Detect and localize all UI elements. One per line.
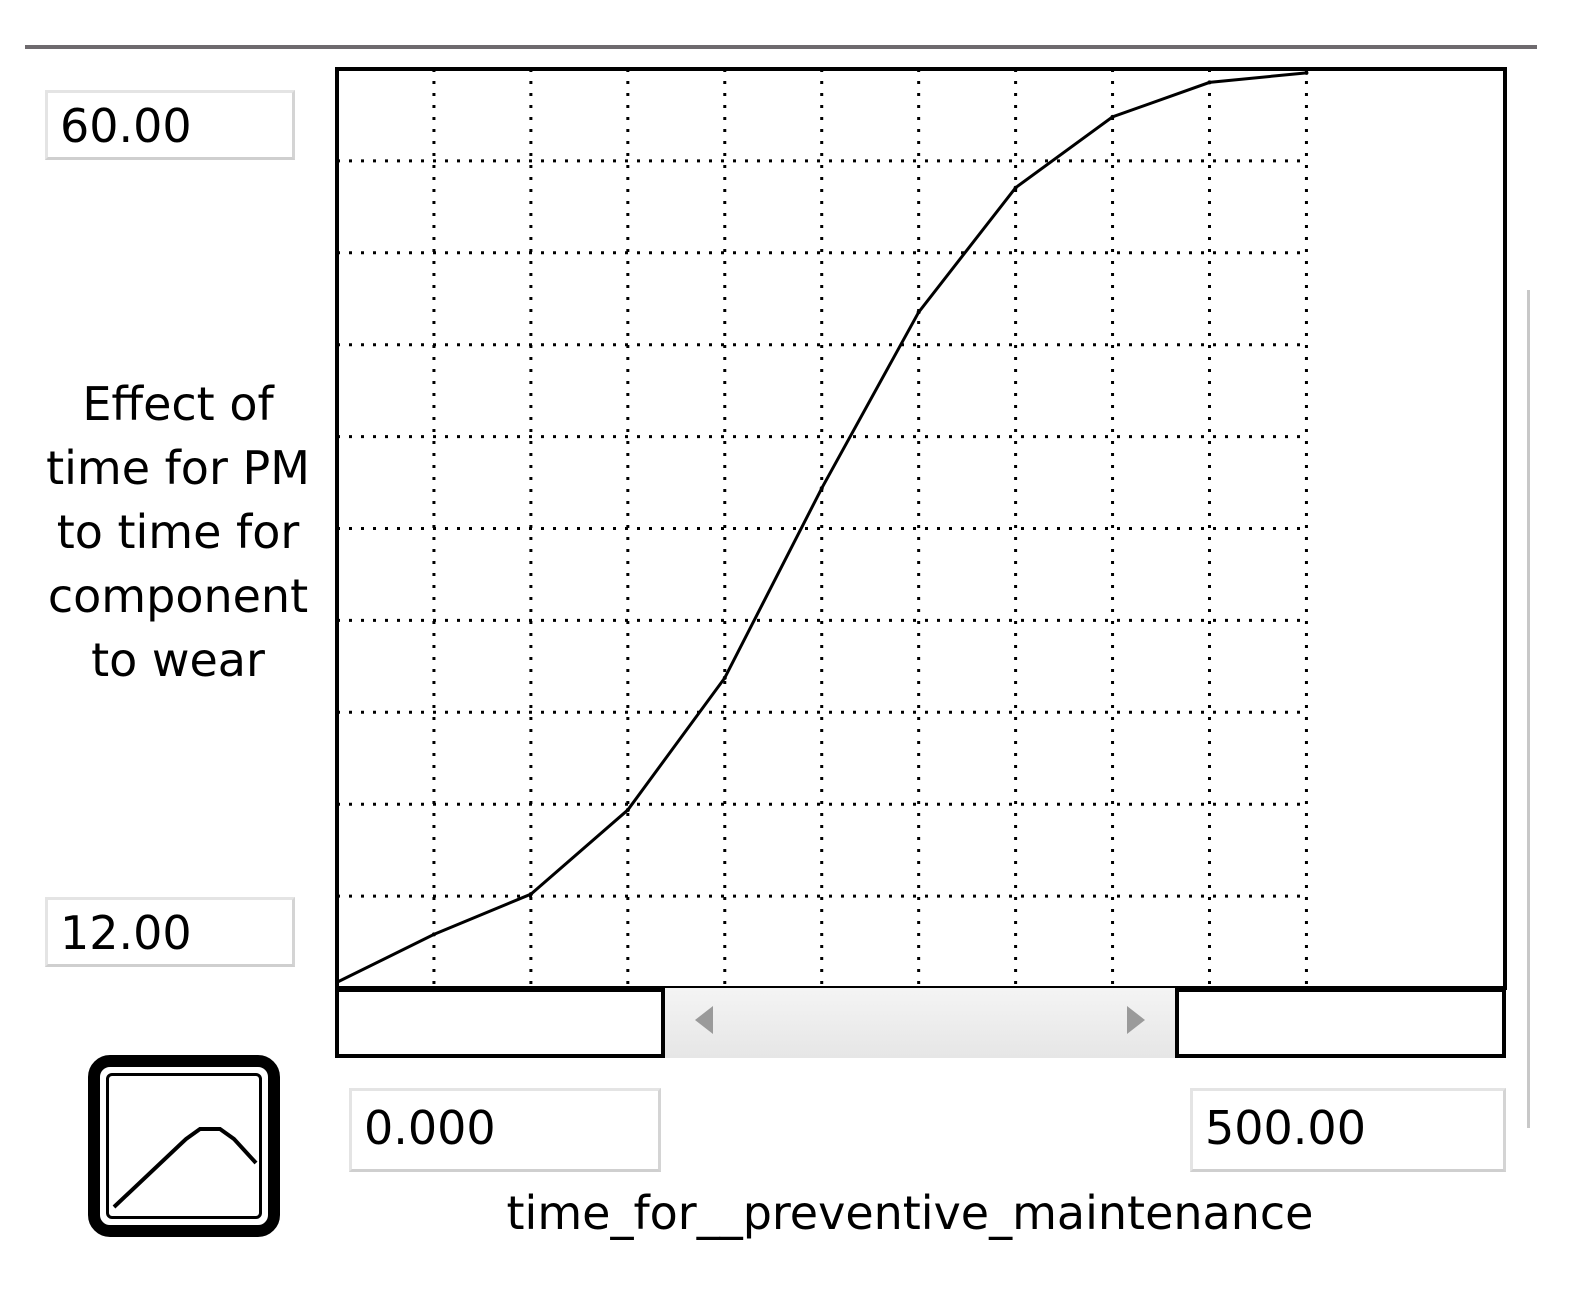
horizontal-scrollbar[interactable] [335,988,1506,1058]
data-points [335,70,1309,985]
data-point[interactable] [528,892,533,897]
data-point[interactable] [1304,70,1309,75]
plot-background [337,69,1505,988]
side-divider [1527,290,1530,1128]
scrollbar-thumb[interactable] [661,988,1179,1058]
data-point[interactable] [916,310,921,315]
x-axis-label: time_for__preventive_maintenance [506,1186,1314,1240]
y-max-field[interactable]: 60.00 [45,90,295,160]
graph-function-icon[interactable] [88,1055,280,1237]
y-min-field[interactable]: 12.00 [45,897,295,967]
x-min-field[interactable]: 0.000 [349,1088,661,1172]
data-point[interactable] [819,486,824,491]
top-divider [25,45,1537,49]
data-point[interactable] [1207,80,1212,85]
arrow-right-icon[interactable] [1127,1006,1145,1034]
data-point[interactable] [431,932,436,937]
y-axis-label: Effect of time for PM to time for compon… [46,377,310,687]
x-max-field[interactable]: 500.00 [1190,1088,1506,1172]
data-point[interactable] [1013,185,1018,190]
data-point[interactable] [625,807,630,812]
arrow-left-icon[interactable] [695,1006,713,1034]
data-point[interactable] [1110,114,1115,119]
data-point[interactable] [722,675,727,680]
